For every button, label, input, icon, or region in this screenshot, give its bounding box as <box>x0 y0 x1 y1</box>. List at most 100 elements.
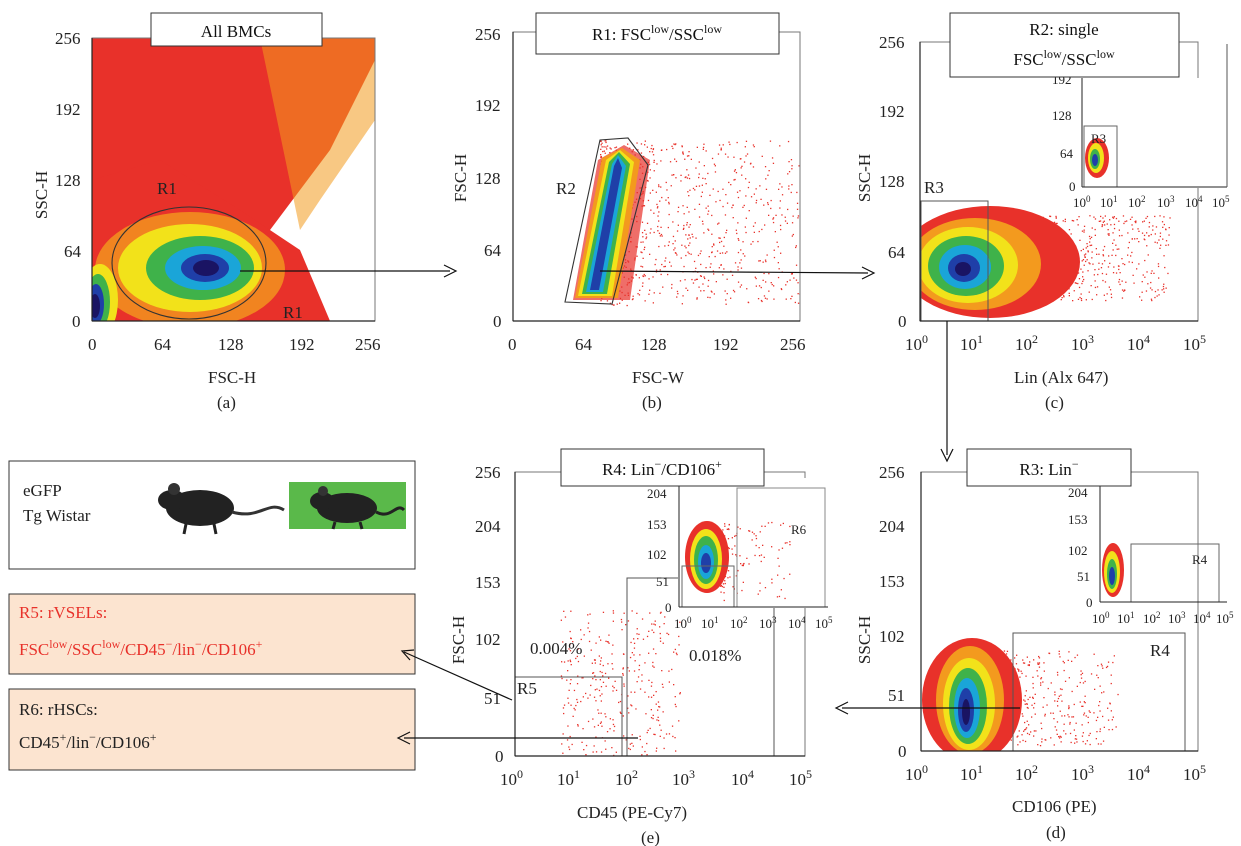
d-inset-xtick: 102 <box>1143 610 1161 626</box>
event-dot <box>765 178 767 180</box>
event-dot <box>1112 716 1114 718</box>
event-dot <box>682 205 684 207</box>
event-dot <box>741 165 743 167</box>
event-dot <box>740 259 742 261</box>
event-dot <box>1126 220 1128 222</box>
event-dot <box>720 584 722 587</box>
event-dot <box>792 233 794 236</box>
event-dot <box>1017 744 1019 746</box>
event-dot <box>619 711 621 713</box>
a-xtick: 256 <box>355 335 381 354</box>
event-dot <box>673 143 675 145</box>
event-dot <box>1085 299 1087 301</box>
event-dot <box>1163 255 1165 257</box>
event-dot <box>563 610 565 612</box>
event-dot <box>1107 719 1110 721</box>
event-dot <box>601 671 603 674</box>
c-xtick: 105 <box>1183 332 1206 354</box>
event-dot <box>1150 281 1152 284</box>
event-dot <box>684 176 686 179</box>
event-dot <box>605 141 607 144</box>
event-dot <box>1124 263 1126 266</box>
event-dot <box>633 642 636 644</box>
event-dot <box>1038 662 1041 664</box>
event-dot <box>791 273 793 275</box>
event-dot <box>1044 739 1046 741</box>
event-dot <box>625 624 627 626</box>
d-gate-label: R4 <box>1150 641 1170 660</box>
event-dot <box>771 283 773 286</box>
event-dot <box>677 206 680 208</box>
c-inset-xtick: 104 <box>1185 194 1203 210</box>
event-dot <box>683 265 685 268</box>
event-dot <box>718 222 720 224</box>
event-dot <box>697 254 700 257</box>
panel-b: 256 192 128 64 0 0 64 128 192 256 FSC-W … <box>451 12 806 412</box>
event-dot <box>647 199 650 202</box>
event-dot <box>672 735 674 738</box>
event-dot <box>1154 233 1156 235</box>
d-title: R3: Lin− <box>1019 457 1078 479</box>
event-dot <box>665 257 667 259</box>
event-dot <box>685 234 687 236</box>
event-dot <box>668 201 670 204</box>
event-dot <box>727 528 730 530</box>
e-pct-left: 0.004% <box>530 639 582 658</box>
event-dot <box>1111 254 1113 256</box>
event-dot <box>670 265 672 267</box>
event-dot <box>1091 298 1093 301</box>
event-dot <box>570 610 572 612</box>
event-dot <box>1025 703 1028 705</box>
event-dot <box>652 661 654 664</box>
event-dot <box>1115 254 1117 257</box>
event-dot <box>668 241 670 243</box>
b-xtick: 256 <box>780 335 806 354</box>
event-dot <box>709 266 711 268</box>
event-dot <box>737 222 739 224</box>
event-dot <box>1168 227 1170 229</box>
event-dot <box>717 223 719 225</box>
c-ytick: 0 <box>898 312 907 331</box>
event-dot <box>717 153 720 155</box>
event-dot <box>701 184 703 186</box>
event-dot <box>795 246 797 249</box>
event-dot <box>1106 293 1108 295</box>
event-dot <box>720 147 722 149</box>
event-dot <box>1099 685 1101 687</box>
event-dot <box>568 689 570 691</box>
event-dot <box>1163 288 1165 290</box>
event-dot <box>1019 741 1021 743</box>
event-dot <box>1075 282 1077 284</box>
event-dot <box>1054 726 1056 728</box>
event-dot <box>775 214 777 216</box>
event-dot <box>612 690 614 692</box>
event-dot <box>1121 234 1123 237</box>
event-dot <box>723 592 725 594</box>
event-dot <box>636 255 638 257</box>
c-inset-gate-label: R3 <box>1091 131 1106 146</box>
event-dot <box>730 297 732 299</box>
event-dot <box>1080 298 1083 300</box>
event-dot <box>592 751 594 753</box>
event-dot <box>659 724 661 726</box>
event-dot <box>1082 248 1084 250</box>
event-dot <box>726 229 728 231</box>
event-dot <box>661 683 664 685</box>
event-dot <box>1010 659 1012 661</box>
event-dot <box>604 713 606 715</box>
event-dot <box>600 144 602 146</box>
event-dot <box>652 648 655 650</box>
event-dot <box>594 659 596 661</box>
event-dot <box>602 611 605 613</box>
event-dot <box>677 293 679 295</box>
event-dot <box>791 168 793 170</box>
event-dot <box>598 689 601 692</box>
event-dot <box>1113 266 1115 268</box>
event-dot <box>585 744 588 747</box>
event-dot <box>1131 251 1133 254</box>
event-dot <box>778 565 780 567</box>
event-dot <box>1105 299 1107 302</box>
event-dot <box>1032 697 1034 699</box>
event-dot <box>1068 706 1070 709</box>
d-inset: R4 204 153 102 51 0 100 101 102 103 104 … <box>1068 476 1234 626</box>
